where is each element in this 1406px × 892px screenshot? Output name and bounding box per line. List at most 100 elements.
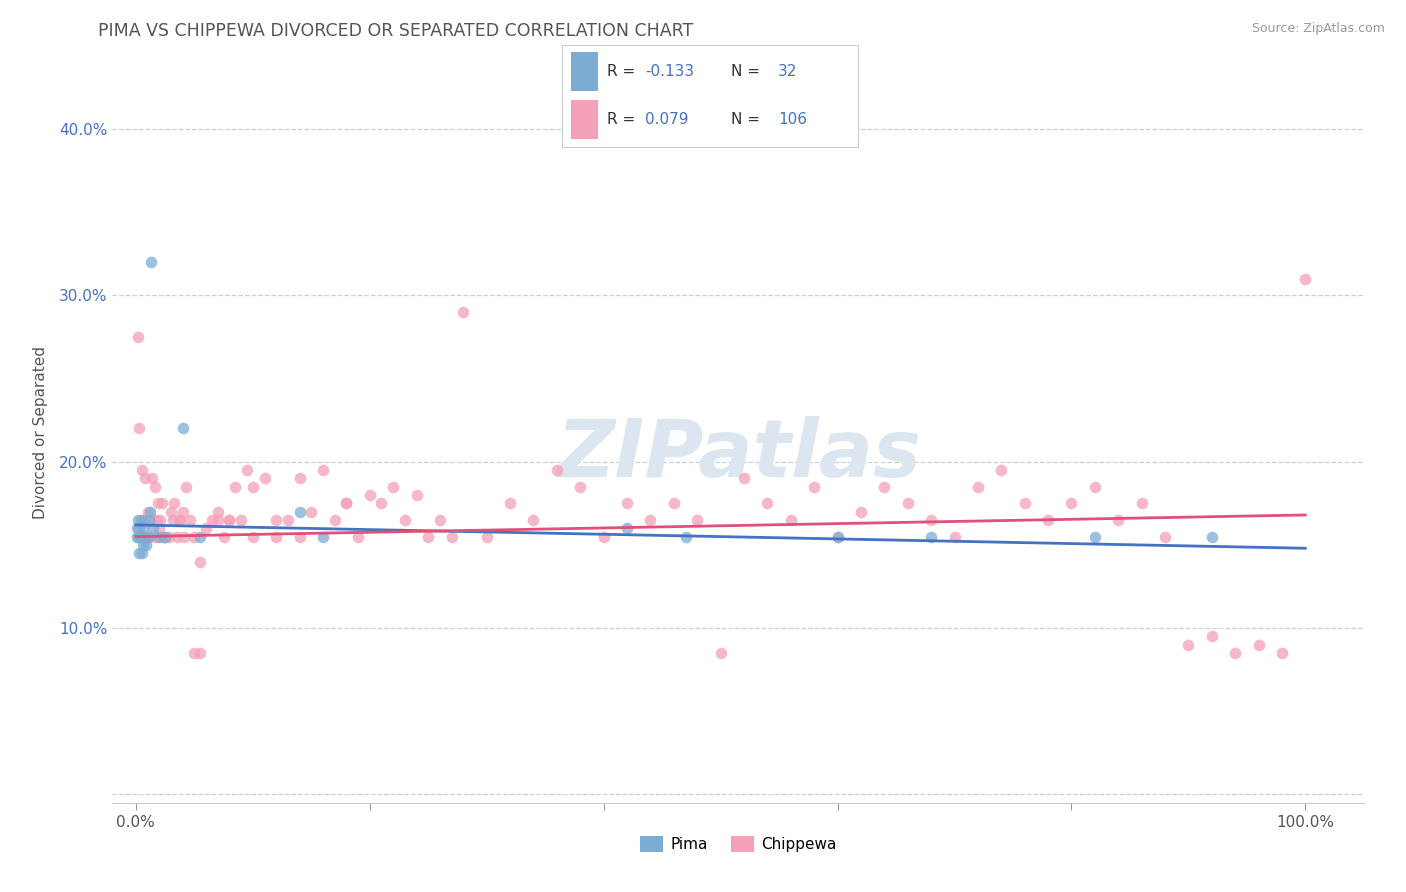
Point [522,513,544,527]
Point [141,471,163,485]
Point [136,505,159,519]
Text: N =: N = [731,63,765,78]
Point [546,463,568,477]
Point [253,471,276,485]
Point [1107,513,1129,527]
Point [897,496,920,510]
Text: -0.133: -0.133 [645,63,695,78]
Y-axis label: Divorced or Separated: Divorced or Separated [32,346,48,519]
Text: N =: N = [731,112,765,127]
Point [382,480,405,494]
Point [131,546,153,560]
Point [132,513,155,527]
Point [990,463,1012,477]
Point [229,513,252,527]
Point [207,505,229,519]
Point [1036,513,1059,527]
Point [188,646,211,660]
Point [148,521,170,535]
Text: PIMA VS CHIPPEWA DIVORCED OR SEPARATED CORRELATION CHART: PIMA VS CHIPPEWA DIVORCED OR SEPARATED C… [98,22,693,40]
Point [135,538,157,552]
Point [218,513,240,527]
Point [172,421,194,435]
Point [128,421,150,435]
Point [138,513,160,527]
Point [201,513,224,527]
Point [152,530,174,544]
Point [188,530,211,544]
Point [616,521,638,535]
Point [207,513,229,527]
Point [173,530,195,544]
Point [1130,496,1153,510]
Point [179,513,201,527]
Point [172,505,194,519]
Point [125,521,148,535]
Point [128,521,150,535]
Text: 32: 32 [778,63,797,78]
Point [212,530,235,544]
Point [920,513,942,527]
Point [169,513,191,527]
Point [394,513,416,527]
Point [640,513,662,527]
Point [132,513,155,527]
Point [142,513,165,527]
Point [183,530,205,544]
Point [827,530,849,544]
Point [288,505,311,519]
Point [323,513,346,527]
Point [418,530,440,544]
Point [183,646,205,660]
Point [162,513,184,527]
Point [405,488,427,502]
Point [675,530,697,544]
Point [132,521,155,535]
Text: ZIPatlas: ZIPatlas [555,416,921,494]
Point [139,255,162,269]
Point [148,530,170,544]
Point [139,530,162,544]
Point [127,530,149,544]
Point [499,496,522,510]
Point [299,505,322,519]
Point [264,513,287,527]
Legend: Pima, Chippewa: Pima, Chippewa [634,830,842,858]
Point [370,496,392,510]
Point [710,646,733,660]
Point [288,530,311,544]
Point [849,505,872,519]
Point [779,513,801,527]
Point [920,530,942,544]
Point [145,530,167,544]
Point [146,496,169,510]
Point [453,305,475,319]
Point [160,505,183,519]
Point [288,471,311,485]
Point [1225,646,1247,660]
Point [277,513,299,527]
Point [1201,530,1223,544]
Point [827,530,849,544]
Point [129,513,152,527]
Point [195,521,218,535]
Point [138,530,160,544]
Point [475,530,498,544]
Point [150,496,173,510]
Point [756,496,779,510]
Point [1154,530,1177,544]
Point [335,496,357,510]
Point [1201,629,1223,643]
Point [803,480,825,494]
Point [592,530,614,544]
Point [1014,496,1036,510]
Point [134,530,156,544]
Point [167,513,190,527]
Point [129,530,152,544]
Point [127,513,149,527]
Point [125,530,148,544]
Text: 0.079: 0.079 [645,112,689,127]
Point [132,530,155,544]
Point [967,480,990,494]
Point [149,513,172,527]
